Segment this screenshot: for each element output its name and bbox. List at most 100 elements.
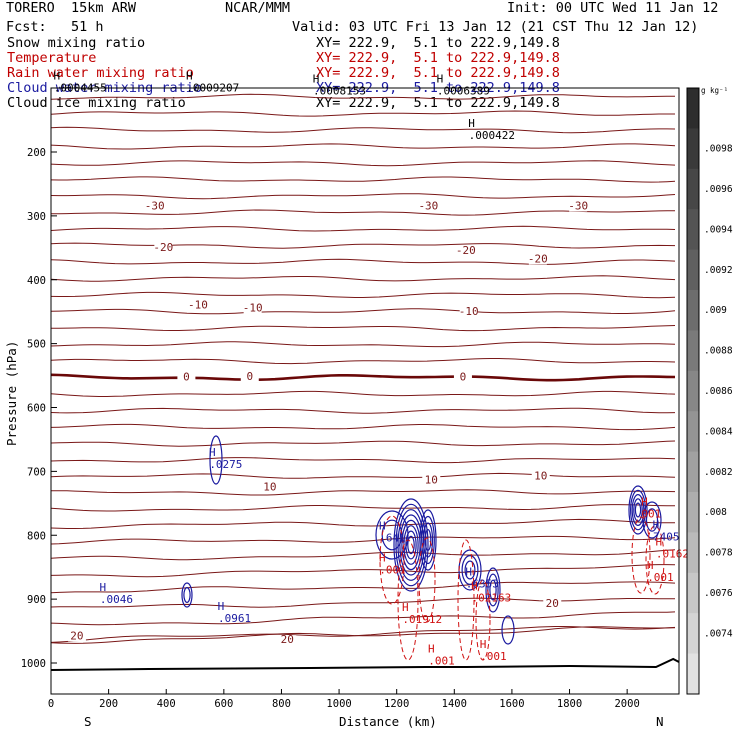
isotherm-line — [51, 407, 676, 414]
isotherm-label: -10 — [188, 298, 208, 311]
ground-surface — [51, 657, 679, 671]
isotherm-line — [51, 549, 676, 561]
cloud_water-max-marker: H — [653, 518, 660, 531]
colorbar-frame — [686, 87, 700, 695]
isotherm-label: -30 — [418, 199, 438, 212]
isotherm-line — [51, 597, 675, 608]
cloud-water-cell — [419, 509, 437, 571]
y-axis-label: Pressure (hPa) — [4, 341, 19, 446]
y-tick-label: 500 — [27, 339, 46, 351]
isotherm-line — [51, 225, 676, 232]
x-tick-label: 200 — [99, 698, 118, 710]
isotherm-label: 20 — [546, 597, 559, 610]
isotherm-line — [51, 242, 676, 249]
cloud_water-max-label: .0961 — [218, 612, 251, 625]
isotherm-label: 20 — [281, 633, 294, 646]
x-tick-label: 600 — [214, 698, 233, 710]
x-tick-label: 1600 — [499, 698, 524, 710]
cloud-water-cell — [209, 435, 223, 485]
field-name-cloud-ice: Cloud ice mixing ratio — [7, 95, 186, 111]
isotherm-line — [51, 390, 676, 397]
cloud_water-max-marker: H — [465, 566, 472, 579]
isotherm-label: -20 — [528, 253, 548, 266]
isotherm-label-bg — [243, 303, 262, 314]
isotherm-label: -20 — [153, 241, 173, 254]
cloud-water-cell — [485, 567, 501, 613]
colorbar-tick-label: .0094 — [704, 224, 733, 235]
cloud-water-cell — [393, 498, 429, 592]
colorbar-band — [687, 572, 699, 614]
cloud_water-max-label: .641 — [379, 532, 406, 545]
cloud-water-cell — [407, 535, 415, 555]
snow-max-marker: H — [186, 69, 193, 82]
cloud_water-max-marker: H — [218, 600, 225, 613]
snow-max-label: .0006389 — [437, 85, 490, 98]
zero-isotherm — [51, 373, 676, 382]
cloud_water-max-label: 7405 — [653, 530, 680, 543]
isotherm-line — [51, 176, 676, 183]
rain-contour — [645, 525, 665, 595]
field-xy-snow: XY= 222.9, 5.1 to 222.9,149.8 — [316, 35, 560, 51]
init-time: Init: 00 UTC Wed 11 Jan 12 — [507, 0, 719, 16]
isotherm-label: 10 — [534, 470, 547, 483]
cloud_water-max-marker: H — [209, 446, 216, 459]
y-tick-label: 900 — [27, 594, 46, 606]
isotherm-label: -10 — [243, 302, 263, 315]
isotherm-label-bg — [154, 243, 173, 254]
rain-contours — [379, 515, 665, 661]
isotherm-label: 0 — [246, 370, 253, 383]
colorbar-band — [687, 88, 699, 129]
colorbar-tick-label: .009 — [704, 305, 727, 316]
rain-contour — [418, 537, 436, 623]
field-xy-temperature: XY= 222.9, 5.1 to 222.9,149.8 — [316, 50, 560, 66]
isotherm-line — [51, 126, 676, 134]
rain-max-label: .01912 — [402, 613, 442, 626]
isotherm-line — [51, 358, 676, 365]
center-label: NCAR/MMM — [225, 0, 291, 16]
isotherm-line — [51, 472, 676, 479]
rain-max-marker: H — [379, 552, 386, 565]
x-tick-label: 1400 — [442, 698, 467, 710]
model-title: TORERO 15km ARW — [6, 0, 137, 16]
isotherm-label-bg — [145, 201, 164, 212]
x-tick-label: 400 — [157, 698, 176, 710]
rain-max-label: .001 — [647, 571, 674, 584]
colorbar-band — [687, 532, 699, 574]
isotherm-line — [51, 535, 676, 545]
x-end-label-left: S — [84, 714, 92, 729]
snow-max-marker: H — [437, 73, 444, 86]
rain-max-marker: H — [480, 638, 487, 651]
isotherm-label-bg — [543, 598, 562, 609]
y-tick-label: 200 — [27, 147, 46, 159]
rain-max-marker: H — [641, 495, 648, 508]
y-tick-label: 400 — [27, 275, 46, 287]
temperature-contours — [51, 93, 676, 644]
colorbar-tick-label: .008 — [704, 507, 727, 518]
colorbar-band — [687, 168, 699, 210]
isotherm-line — [51, 275, 676, 282]
axes: 0 200 400 600 800 1000 1200 1400 1600 1800 2000200… — [21, 147, 640, 710]
colorbar-tick-label: .0076 — [704, 588, 733, 599]
cloud-water-cell — [375, 510, 409, 560]
x-tick-label: 1200 — [384, 698, 409, 710]
isotherm-line — [51, 110, 675, 117]
x-tick-label: 1800 — [557, 698, 582, 710]
rain-max-marker: H — [471, 580, 478, 593]
x-tick-label: 1000 — [326, 698, 351, 710]
isotherm-label: 10 — [425, 474, 438, 487]
isotherm-line — [51, 93, 675, 100]
isotherm-label: 0 — [183, 371, 190, 384]
isotherm-label: -10 — [459, 305, 479, 318]
rain-max-label: 001 — [641, 507, 661, 520]
isotherm-label-bg — [453, 372, 472, 383]
isotherm-line — [51, 626, 676, 643]
isotherm-label-bg — [67, 631, 86, 642]
cloud-water-cell — [421, 515, 435, 565]
isotherm-label-bg — [531, 471, 550, 482]
isotherm-label-bg — [456, 246, 475, 257]
x-tick-label: 0 — [48, 698, 54, 710]
cloud-water-cell — [181, 582, 193, 608]
isotherm-line — [51, 504, 675, 512]
